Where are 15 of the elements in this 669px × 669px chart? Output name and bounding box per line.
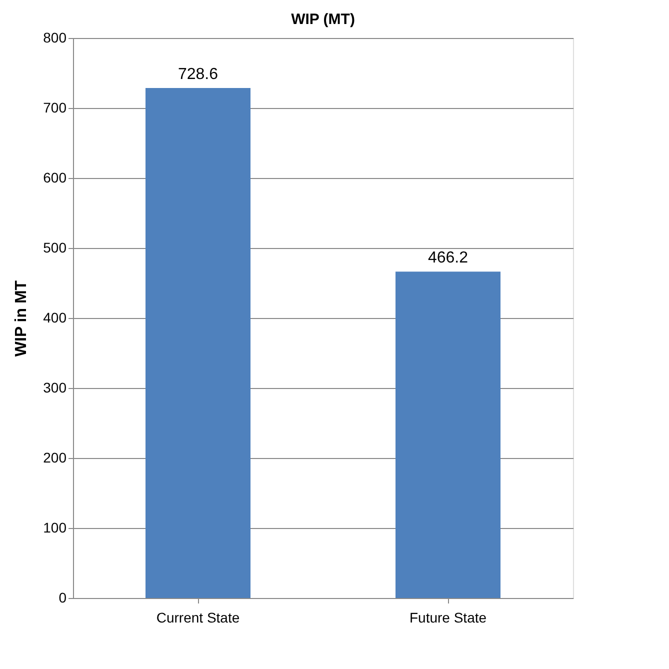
y-tick-label: 200 [43, 450, 67, 466]
y-tick-label: 400 [43, 310, 67, 326]
y-tick-label: 600 [43, 170, 67, 186]
y-tick-label: 0 [58, 590, 67, 606]
y-axis-title: WIP in MT [13, 280, 30, 357]
y-tick-label: 800 [43, 30, 67, 46]
x-tick-label: Current State [156, 610, 240, 626]
y-tick-label: 300 [43, 380, 67, 396]
y-tick-label: 100 [43, 520, 67, 536]
x-tick-label: Future State [409, 610, 487, 626]
chart-title: WIP (MT) [291, 11, 355, 28]
data-label: 466.2 [428, 250, 468, 267]
data-label: 728.6 [178, 66, 218, 83]
y-tick-label: 700 [43, 100, 67, 116]
y-tick-label: 500 [43, 240, 67, 256]
